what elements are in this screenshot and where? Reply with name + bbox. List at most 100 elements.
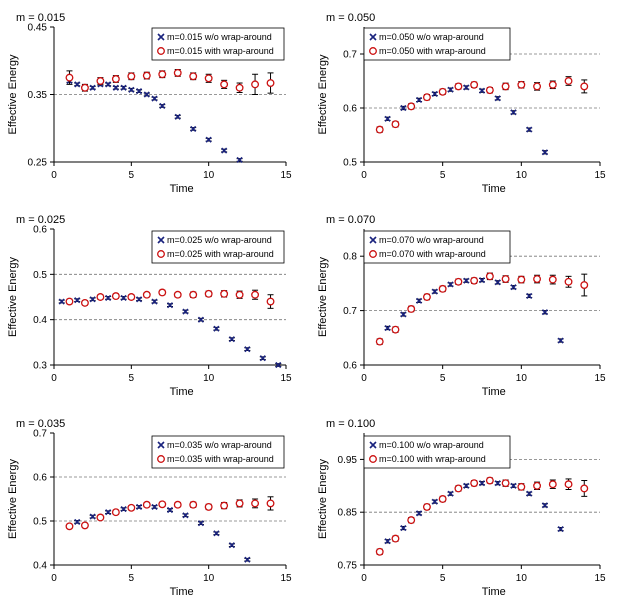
panel-title: m = 0.070 bbox=[326, 214, 375, 226]
data-point-with-wrap bbox=[533, 275, 542, 283]
data-point-with-wrap bbox=[580, 82, 589, 91]
legend-label: m=0.100 w/o wrap-around bbox=[379, 440, 484, 450]
legend-marker-without-wrap bbox=[157, 236, 165, 244]
data-point-without-wrap bbox=[197, 520, 204, 527]
y-tick-label: 0.4 bbox=[33, 315, 47, 326]
chart-panel-5: m = 0.035 0 5 10 15 0.4 0.5 0.6 0.7 Time Effective… bbox=[7, 418, 292, 598]
data-point-with-wrap bbox=[533, 481, 542, 490]
y-tick-label: 0.5 bbox=[33, 270, 47, 281]
data-point-with-wrap bbox=[158, 288, 167, 297]
data-point-without-wrap bbox=[463, 277, 470, 284]
data-point-without-wrap bbox=[120, 294, 127, 301]
data-point-with-wrap bbox=[438, 495, 447, 503]
y-tick-label: 0.5 bbox=[33, 517, 47, 528]
data-point-without-wrap bbox=[447, 490, 454, 497]
x-tick-label: 5 bbox=[129, 170, 135, 181]
data-point-with-wrap bbox=[80, 521, 89, 530]
data-point-with-wrap bbox=[470, 479, 479, 488]
legend-marker-with-wrap bbox=[157, 250, 165, 258]
data-point-with-wrap bbox=[266, 297, 275, 306]
legend-marker-with-wrap bbox=[157, 47, 165, 55]
data-point-with-wrap bbox=[580, 281, 589, 289]
data-point-without-wrap bbox=[182, 512, 189, 519]
x-tick-label: 10 bbox=[516, 573, 528, 584]
data-point-with-wrap bbox=[111, 292, 120, 301]
data-point-without-wrap bbox=[74, 81, 81, 88]
chart-panel-1: m = 0.015 0 5 10 15 0.25 0.35 0.45 Time Effective… bbox=[7, 12, 292, 195]
data-point-with-wrap bbox=[65, 297, 74, 306]
data-point-without-wrap bbox=[197, 316, 204, 323]
data-point-without-wrap bbox=[494, 95, 501, 102]
data-point-without-wrap bbox=[557, 337, 564, 344]
data-point-with-wrap bbox=[235, 499, 244, 508]
data-point-without-wrap bbox=[182, 308, 189, 315]
data-point-without-wrap bbox=[510, 284, 517, 291]
x-tick-label: 0 bbox=[361, 573, 367, 584]
data-point-with-wrap bbox=[375, 125, 384, 134]
data-point-with-wrap bbox=[235, 83, 244, 92]
data-point-with-wrap bbox=[454, 277, 463, 286]
data-point-with-wrap bbox=[470, 80, 479, 89]
data-point-with-wrap bbox=[96, 513, 105, 522]
y-axis-label: Effective Energy bbox=[7, 257, 19, 337]
data-point-without-wrap bbox=[213, 325, 220, 332]
data-point-with-wrap bbox=[548, 480, 557, 489]
legend-label: m=0.025 w/o wrap-around bbox=[167, 235, 272, 245]
data-point-without-wrap bbox=[494, 480, 501, 487]
x-tick-label: 5 bbox=[440, 170, 446, 181]
x-tick-label: 5 bbox=[129, 373, 135, 384]
data-point-with-wrap bbox=[533, 82, 542, 91]
data-point-with-wrap bbox=[470, 276, 479, 285]
data-point-without-wrap bbox=[74, 518, 81, 525]
data-point-with-wrap bbox=[189, 500, 198, 509]
data-point-without-wrap bbox=[120, 506, 127, 513]
data-point-with-wrap bbox=[548, 80, 557, 89]
y-tick-label: 0.3 bbox=[33, 361, 47, 372]
legend-box bbox=[363, 435, 511, 469]
data-point-with-wrap bbox=[548, 275, 557, 284]
x-tick-label: 15 bbox=[594, 573, 606, 584]
data-point-without-wrap bbox=[416, 297, 423, 304]
chart-panel-4: m = 0.070 0 5 10 15 0.6 0.7 0.8 Time Effective En… bbox=[317, 214, 606, 398]
data-point-with-wrap bbox=[422, 93, 431, 102]
data-point-with-wrap bbox=[189, 72, 198, 81]
data-point-without-wrap bbox=[136, 88, 143, 95]
data-point-without-wrap bbox=[526, 292, 533, 299]
data-point-with-wrap bbox=[142, 290, 151, 299]
data-point-without-wrap bbox=[416, 96, 423, 103]
data-point-with-wrap bbox=[158, 70, 167, 79]
data-point-without-wrap bbox=[463, 84, 470, 91]
x-tick-label: 10 bbox=[203, 170, 215, 181]
data-point-without-wrap bbox=[526, 490, 533, 497]
data-point-without-wrap bbox=[494, 279, 501, 286]
legend-marker-with-wrap bbox=[157, 455, 165, 463]
data-point-with-wrap bbox=[517, 80, 526, 89]
data-point-with-wrap bbox=[375, 547, 384, 556]
data-point-without-wrap bbox=[174, 113, 181, 120]
legend-label: m=0.015 w/o wrap-around bbox=[167, 32, 272, 42]
data-point-without-wrap bbox=[143, 91, 150, 98]
data-point-without-wrap bbox=[58, 298, 65, 305]
x-tick-label: 0 bbox=[361, 170, 367, 181]
data-point-with-wrap bbox=[422, 502, 431, 511]
data-point-with-wrap bbox=[564, 480, 573, 489]
data-point-without-wrap bbox=[541, 502, 548, 509]
data-point-with-wrap bbox=[517, 482, 526, 491]
data-point-with-wrap bbox=[407, 305, 416, 313]
y-axis-label: Effective Energy bbox=[317, 257, 329, 337]
data-point-without-wrap bbox=[244, 346, 251, 353]
data-point-without-wrap bbox=[526, 126, 533, 133]
y-tick-label: 0.5 bbox=[343, 158, 357, 169]
legend-label: m=0.050 w/o wrap-around bbox=[379, 32, 484, 42]
legend-label: m=0.035 w/o wrap-around bbox=[167, 440, 272, 450]
y-tick-label: 0.6 bbox=[33, 225, 47, 236]
data-point-without-wrap bbox=[447, 281, 454, 288]
data-point-with-wrap bbox=[173, 500, 182, 509]
data-point-with-wrap bbox=[189, 290, 198, 299]
data-point-with-wrap bbox=[80, 83, 89, 92]
data-point-without-wrap bbox=[166, 506, 174, 514]
data-point-without-wrap bbox=[244, 556, 251, 563]
legend-label: m=0.070 with wrap-around bbox=[379, 249, 486, 259]
